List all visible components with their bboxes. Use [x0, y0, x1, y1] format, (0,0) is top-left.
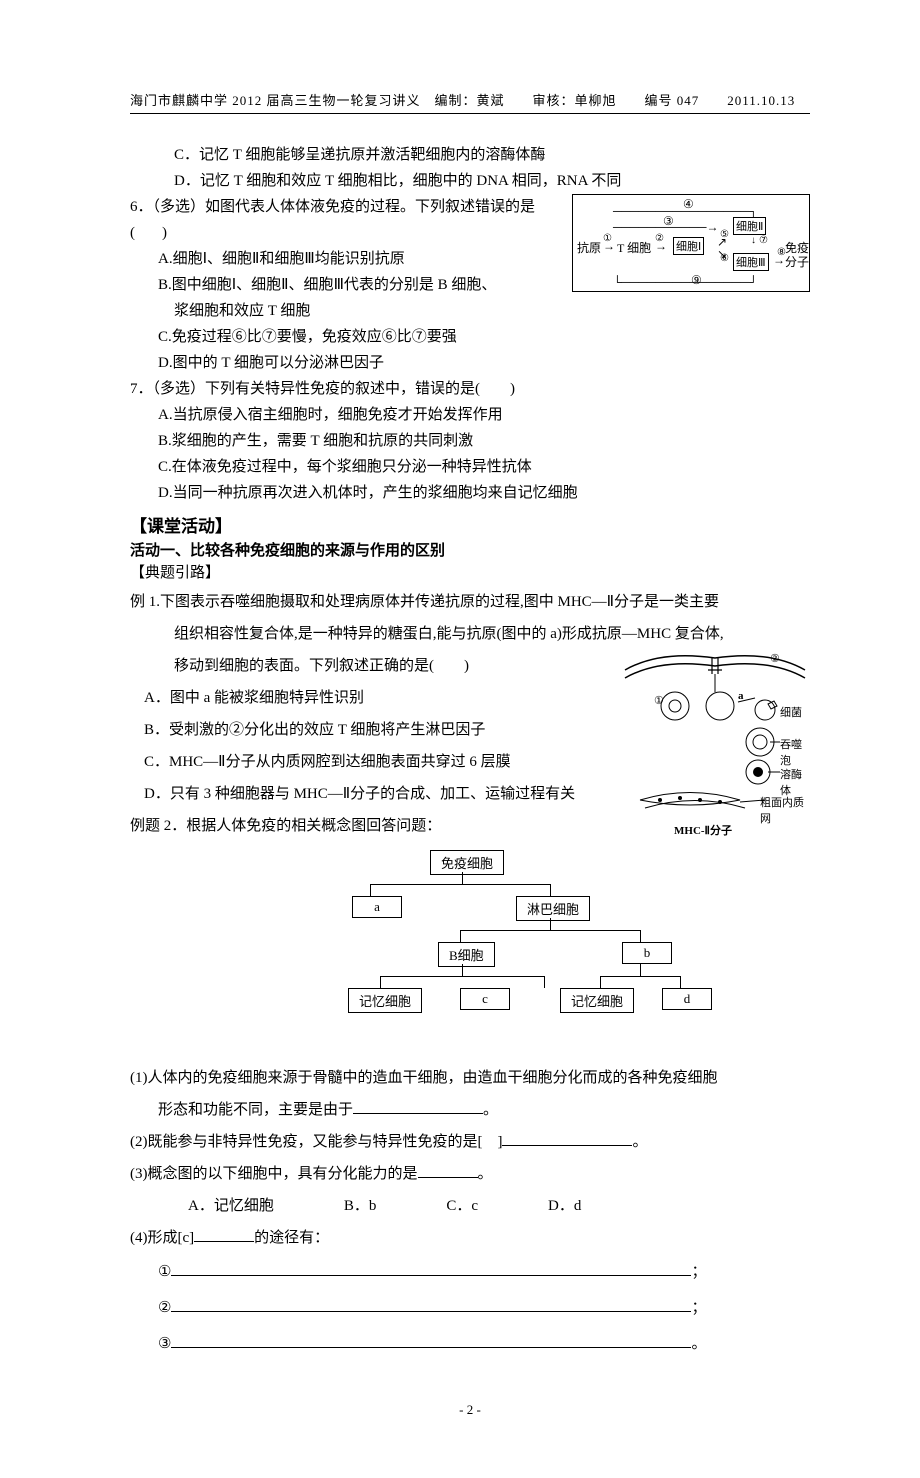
d2-bacteria: 细菌 — [780, 704, 802, 720]
d1-num6: ⑥ — [720, 253, 729, 264]
running-header: 海门市麒麟中学 2012 届高三生物一轮复习讲义 编制：黄斌 审核：单柳旭 编号… — [130, 90, 810, 114]
ex1-stem3: 移动到细胞的表面。下列叙述正确的是( ) — [130, 650, 612, 682]
ex2-p3: (3)概念图的以下细胞中，具有分化能力的是 。 — [130, 1158, 810, 1190]
ex2-p3a-text: (3)概念图的以下细胞中，具有分化能力的是 — [130, 1166, 418, 1182]
ex2-p2-period: 。 — [632, 1134, 647, 1150]
ex2-p1-period: 。 — [483, 1102, 498, 1118]
tree-root: 免疫细胞 — [430, 850, 504, 875]
d1-cell2: 细胞Ⅱ — [733, 217, 766, 235]
d1-antigen: 抗原 — [577, 239, 601, 256]
circled-3: ③ — [158, 1336, 171, 1352]
ex2-p3-period: 。 — [478, 1166, 493, 1182]
blank — [502, 1131, 632, 1146]
d2-phago: 吞噬泡 — [780, 736, 810, 768]
tree-a: a — [352, 896, 402, 918]
blank — [418, 1163, 478, 1178]
semicolon: ； — [691, 1264, 706, 1280]
ex2-p4a-text: (4)形成[c] — [130, 1230, 194, 1246]
d2-num2: ② — [770, 652, 780, 665]
d2-num1: ① — [654, 694, 664, 707]
q6-option-d: D.图中的 T 细胞可以分泌淋巴因子 — [130, 350, 566, 376]
d2-rer: 粗面内质网 — [760, 794, 810, 826]
tree-c: c — [460, 988, 510, 1010]
ex2-opt-b: B．b — [344, 1190, 377, 1222]
q5-option-d: D．记忆 T 细胞和效应 T 细胞相比，细胞中的 DNA 相同，RNA 不同 — [130, 168, 810, 194]
ex2-p1b: 形态和功能不同，主要是由于 。 — [130, 1094, 810, 1126]
ex2-p2a-text: (2)既能参与非特异性免疫，又能参与特异性免疫的是[ ] — [130, 1134, 502, 1150]
d1-molecule: 分子 — [785, 253, 809, 270]
q6-diagram: ④ ────────────────┐ ③ ───────────→ 细胞Ⅱ 抗… — [572, 194, 810, 292]
q7-option-d: D.当同一种抗原再次进入机体时，产生的浆细胞均来自记忆细胞 — [130, 480, 810, 506]
ex2-p4-1: ①； — [130, 1254, 810, 1290]
tree-d: d — [662, 988, 712, 1010]
q7-option-a: A.当抗原侵入宿主细胞时，细胞免疫才开始发挥作用 — [130, 402, 810, 428]
blank — [194, 1227, 254, 1242]
circled-1: ① — [158, 1264, 171, 1280]
q6-block: 6．（多选）如图代表人体体液免疫的过程。下列叙述错误的是 ( ) A.细胞Ⅰ、细… — [130, 194, 810, 376]
q6-option-b1: B.图中细胞Ⅰ、细胞Ⅱ、细胞Ⅲ代表的分别是 B 细胞、 — [130, 272, 566, 298]
ex2-opt-d: D．d — [548, 1190, 581, 1222]
blank — [353, 1099, 483, 1114]
ex2-p2: (2)既能参与非特异性免疫，又能参与特异性免疫的是[ ] 。 — [130, 1126, 810, 1158]
blank — [171, 1333, 691, 1348]
ex2-p1b-text: 形态和功能不同，主要是由于 — [158, 1102, 353, 1118]
period: 。 — [691, 1336, 706, 1352]
q7-option-c: C.在体液免疫过程中，每个浆细胞只分泌一种特异性抗体 — [130, 454, 810, 480]
ex2-p4-2: ②； — [130, 1290, 810, 1326]
d1-cell3: 细胞Ⅲ — [733, 253, 769, 271]
ex2-p4: (4)形成[c] 的途径有： — [130, 1222, 810, 1254]
tree-lymph: 淋巴细胞 — [516, 896, 590, 921]
ex2-p4b-text: 的途径有： — [254, 1230, 329, 1246]
tree-bcell: B细胞 — [438, 942, 495, 967]
d1-num7: ⑦ — [759, 235, 768, 246]
ex2-p3-options: A．记忆细胞 B．b C．c D．d — [130, 1190, 810, 1222]
q6-option-a: A.细胞Ⅰ、细胞Ⅱ和细胞Ⅲ均能识别抗原 — [130, 246, 566, 272]
ex1-option-a: A．图中 a 能被浆细胞特异性识别 — [130, 682, 612, 714]
ex1-stem2: 组织相容性复合体,是一种特异的糖蛋白,能与抗原(图中的 a)形成抗原—MHC 复… — [130, 618, 810, 650]
q6-stem: 6．（多选）如图代表人体体液免疫的过程。下列叙述错误的是 ( ) — [130, 194, 566, 246]
q7-stem: 7．（多选）下列有关特异性免疫的叙述中，错误的是( ) — [130, 376, 810, 402]
ex2-p1a: (1)人体内的免疫细胞来源于骨髓中的造血干细胞，由造血干细胞分化而成的各种免疫细… — [130, 1062, 810, 1094]
tree-mem2: 记忆细胞 — [560, 988, 634, 1013]
ex1-stem1: 例 1.下图表示吞噬细胞摄取和处理病原体并传递抗原的过程,图中 MHC—Ⅱ分子是… — [130, 586, 810, 618]
ex2-stem: 例题 2．根据人体免疫的相关概念图回答问题： — [130, 810, 612, 842]
guide-title: 【典题引路】 — [130, 560, 810, 586]
d2-a: a — [738, 690, 744, 702]
q6-option-c: C.免疫过程⑥比⑦要慢，免疫效应⑥比⑦要强 — [130, 324, 566, 350]
section-title: 【课堂活动】 — [130, 512, 810, 537]
tree-mem1: 记忆细胞 — [348, 988, 422, 1013]
q5-option-c: C．记忆 T 细胞能够呈递抗原并激活靶细胞内的溶酶体酶 — [130, 142, 810, 168]
d1-tcell: T 细胞 — [617, 239, 651, 256]
blank — [171, 1297, 691, 1312]
circled-2: ② — [158, 1300, 171, 1316]
ex1-option-b: B．受刺激的②分化出的效应 T 细胞将产生淋巴因子 — [130, 714, 612, 746]
q6-stem-text: 6．（多选）如图代表人体体液免疫的过程。下列叙述错误的是 — [130, 199, 535, 215]
concept-tree: 免疫细胞 a 淋巴细胞 B细胞 b 记忆细胞 c 记忆细胞 d — [260, 850, 680, 1048]
activity-1-title: 活动一、比较各种免疫细胞的来源与作用的区别 — [130, 539, 810, 560]
blank — [171, 1261, 691, 1276]
q7-option-b: B.浆细胞的产生，需要 T 细胞和抗原的共同刺激 — [130, 428, 810, 454]
semicolon: ； — [691, 1300, 706, 1316]
d1-cell1: 细胞Ⅰ — [673, 237, 704, 255]
ex2-opt-c: C．c — [446, 1190, 478, 1222]
ex2-opt-a: A．记忆细胞 — [188, 1190, 274, 1222]
ex1-option-c: C．MHC—Ⅱ分子从内质网腔到达细胞表面共穿过 6 层膜 — [130, 746, 612, 778]
ex1-option-d: D．只有 3 种细胞器与 MHC—Ⅱ分子的合成、加工、运输过程有关 — [130, 778, 612, 810]
q6-option-b2: 浆细胞和效应 T 细胞 — [130, 298, 566, 324]
d2-mhc: MHC-Ⅱ分子 — [674, 822, 732, 838]
ex2-p4-3: ③。 — [130, 1326, 810, 1362]
page-number: - 2 - — [130, 1402, 810, 1418]
document-page: 海门市麒麟中学 2012 届高三生物一轮复习讲义 编制：黄斌 审核：单柳旭 编号… — [0, 0, 920, 1478]
answer-blank: ( ) — [130, 225, 173, 241]
ex1-diagram: ① ② a 细菌 吞噬泡 溶酶体 粗面内质网 MHC-Ⅱ分子 — [620, 650, 810, 840]
tree-b: b — [622, 942, 672, 964]
ex1-block: 移动到细胞的表面。下列叙述正确的是( ) A．图中 a 能被浆细胞特异性识别 B… — [130, 650, 810, 842]
